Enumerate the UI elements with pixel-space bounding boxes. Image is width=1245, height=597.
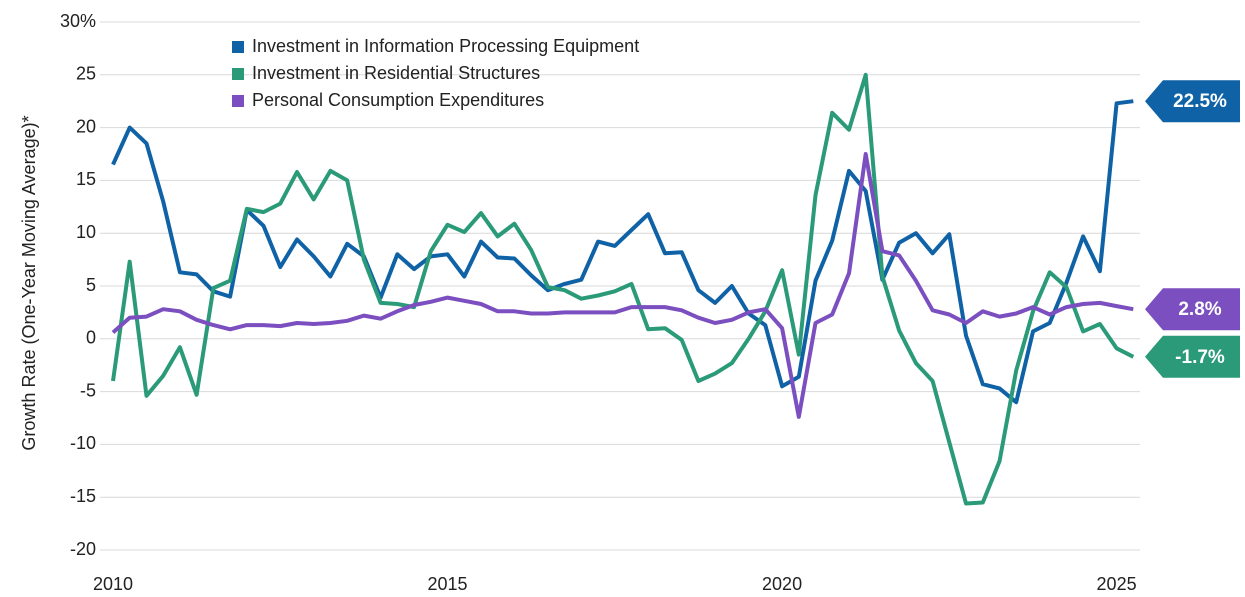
y-axis-label: Growth Rate (One-Year Moving Average)*	[19, 115, 39, 450]
y-tick-label: 25	[76, 64, 96, 84]
legend-swatch	[232, 41, 244, 53]
end-label: -1.7%	[1145, 335, 1240, 378]
end-label-text: 22.5%	[1173, 91, 1227, 112]
end-label: 22.5%	[1145, 80, 1240, 123]
x-tick-label: 2025	[1097, 574, 1137, 594]
end-label-text: 2.8%	[1178, 299, 1221, 320]
legend-label: Personal Consumption Expenditures	[252, 90, 544, 110]
end-label-tag	[1145, 335, 1240, 378]
y-tick-label: -15	[70, 486, 96, 506]
legend-label: Investment in Information Processing Equ…	[252, 36, 639, 56]
y-tick-label: 10	[76, 222, 96, 242]
x-tick-label: 2010	[93, 574, 133, 594]
end-label-tag	[1145, 80, 1240, 123]
end-label-text: -1.7%	[1175, 347, 1225, 368]
y-tick-label: 5	[86, 275, 96, 295]
series-line	[111, 72, 1135, 506]
y-tick-label: 15	[76, 169, 96, 189]
legend-swatch	[232, 95, 244, 107]
y-tick-label: -10	[70, 433, 96, 453]
y-tick-label: -20	[70, 539, 96, 559]
y-tick-label: 20	[76, 116, 96, 136]
legend-swatch	[232, 68, 244, 80]
y-tick-label: 30%	[60, 11, 96, 31]
x-tick-label: 2020	[762, 574, 802, 594]
series-line	[111, 99, 1134, 405]
end-label: 2.8%	[1145, 288, 1240, 331]
legend-label: Investment in Residential Structures	[252, 63, 540, 83]
y-tick-label: 0	[86, 328, 96, 348]
end-label-tag	[1145, 288, 1240, 331]
x-tick-label: 2015	[428, 574, 468, 594]
y-tick-label: -5	[80, 380, 96, 400]
series-line	[111, 152, 1134, 419]
